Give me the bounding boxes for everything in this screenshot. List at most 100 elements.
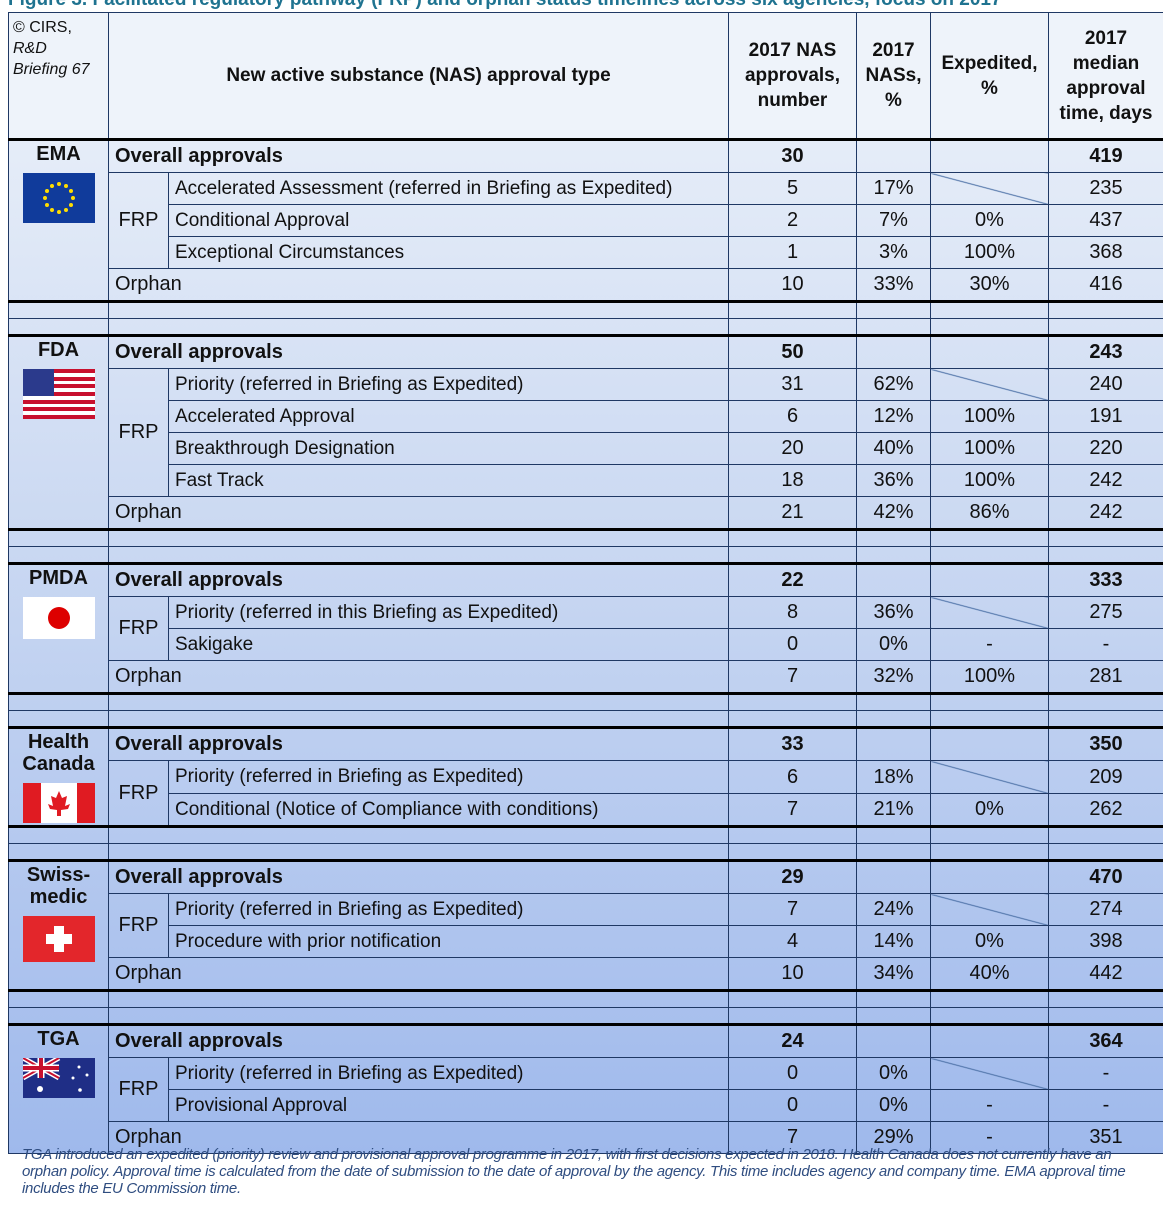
pathway-label: Conditional Approval [168, 204, 729, 237]
empty-cell [856, 138, 931, 173]
spacer-cell [856, 1007, 931, 1025]
median-days: 419 [1048, 138, 1163, 173]
empty-cell [930, 138, 1049, 173]
copyright: © CIRS, [13, 19, 72, 36]
expedited-percent: 0% [930, 793, 1049, 827]
nas-number: 8 [728, 596, 857, 629]
nas-percent: 0% [856, 1057, 931, 1090]
nas-number: 22 [728, 562, 857, 597]
spacer-row [8, 843, 1163, 861]
nas-percent: 7% [856, 204, 931, 237]
canada-flag [22, 783, 95, 823]
spacer-cell [930, 318, 1049, 336]
pathway-label: Priority (referred in this Briefing as E… [168, 596, 729, 629]
not-applicable-cell [930, 596, 1049, 629]
not-applicable-cell [930, 893, 1049, 926]
agency-name: Health Canada [22, 731, 95, 775]
column-header: New active substance (NAS) approval type [108, 12, 729, 140]
orphan-row: Orphan 10 34% 40% 442 [9, 957, 1163, 991]
frp-row: FRP Priority (referred in Briefing as Exp… [9, 368, 1163, 497]
nas-percent: 29% [856, 1121, 931, 1154]
nas-number: 0 [728, 1089, 857, 1122]
spacer-cell [728, 710, 857, 728]
spacer-cell [8, 528, 109, 547]
median-days: - [1048, 1089, 1163, 1122]
approval-table: © CIRS, R&D Briefing 67 New active substa… [8, 12, 1163, 1154]
median-days: 442 [1048, 957, 1163, 991]
nas-percent: 3% [856, 236, 931, 269]
nas-number: 7 [728, 893, 857, 926]
spacer-row [8, 300, 1163, 319]
pathway-label: Sakigake [168, 628, 729, 661]
row-label: Orphan [108, 660, 729, 694]
spacer-cell [108, 546, 729, 564]
spacer-cell [728, 300, 857, 319]
frp-row: Conditional (Notice of Compliance with c… [9, 793, 1163, 827]
spacer-row [8, 710, 1163, 728]
spacer-cell [8, 989, 109, 1008]
spacer-cell [930, 528, 1049, 547]
nas-percent: 18% [856, 760, 931, 794]
median-days: 243 [1048, 334, 1163, 369]
pathway-label: Accelerated Assessment (referred in Brie… [168, 172, 729, 205]
agency-name: TGA [37, 1028, 80, 1050]
spacer-cell [930, 989, 1049, 1008]
agency-cell: EMA [8, 138, 109, 302]
overall-row: PMDA Overall approvals 22 333 [8, 562, 1163, 694]
corner-cell: © CIRS, R&D Briefing 67 [8, 12, 109, 140]
pathway-label: Accelerated Approval [168, 400, 729, 433]
spacer-cell [856, 825, 931, 844]
row-label: Orphan [108, 496, 729, 530]
spacer-cell [108, 528, 729, 547]
expedited-percent: 100% [930, 236, 1049, 269]
spacer-cell [1048, 318, 1163, 336]
nas-number: 24 [728, 1023, 857, 1058]
empty-cell [930, 859, 1049, 894]
spacer-cell [8, 710, 109, 728]
row-label: Overall approvals [108, 138, 729, 173]
median-days: 364 [1048, 1023, 1163, 1058]
median-days: - [1048, 628, 1163, 661]
spacer-cell [728, 825, 857, 844]
median-days: 275 [1048, 596, 1163, 629]
orphan-row: Orphan 7 29% -351 [9, 1121, 1163, 1154]
column-header: 2017 median approval time, days [1048, 12, 1163, 140]
median-days: 416 [1048, 268, 1163, 302]
median-days: - [1048, 1057, 1163, 1090]
nas-percent: 0% [856, 628, 931, 661]
pathway-label: Conditional (Notice of Compliance with c… [168, 793, 729, 827]
spacer-cell [108, 989, 729, 1008]
median-days: 437 [1048, 204, 1163, 237]
nas-percent: 0% [856, 1089, 931, 1122]
nas-percent: 34% [856, 957, 931, 991]
nas-number: 5 [728, 172, 857, 205]
pathway-label: Fast Track [168, 464, 729, 497]
empty-cell [856, 726, 931, 761]
expedited-percent: 0% [930, 925, 1049, 958]
nas-number: 2 [728, 204, 857, 237]
spacer-cell [8, 825, 109, 844]
median-days: 191 [1048, 400, 1163, 433]
median-days: 470 [1048, 859, 1163, 894]
median-days: 220 [1048, 432, 1163, 465]
nas-number: 18 [728, 464, 857, 497]
nas-number: 7 [728, 793, 857, 827]
spacer-cell [1048, 710, 1163, 728]
spacer-cell [8, 1007, 109, 1025]
frp-row: Accelerated Approval 6 12% 100% 191 [9, 400, 1163, 433]
frp-row: FRP Priority (referred in Briefing as Exp… [9, 760, 1163, 827]
empty-cell [930, 562, 1049, 597]
frp-row: FRP Priority (referred in Briefing as Exp… [9, 893, 1163, 958]
nas-percent: 40% [856, 432, 931, 465]
row-label: Orphan [108, 957, 729, 991]
expedited-percent: 100% [930, 432, 1049, 465]
spacer-cell [108, 825, 729, 844]
spacer-cell [856, 528, 931, 547]
not-applicable-cell [930, 368, 1049, 401]
column-header: 2017 NASs, % [856, 12, 931, 140]
frp-row: Breakthrough Designation 20 40% 100% 220 [9, 432, 1163, 465]
agency-name: EMA [36, 143, 81, 165]
empty-cell [930, 726, 1049, 761]
spacer-cell [930, 300, 1049, 319]
